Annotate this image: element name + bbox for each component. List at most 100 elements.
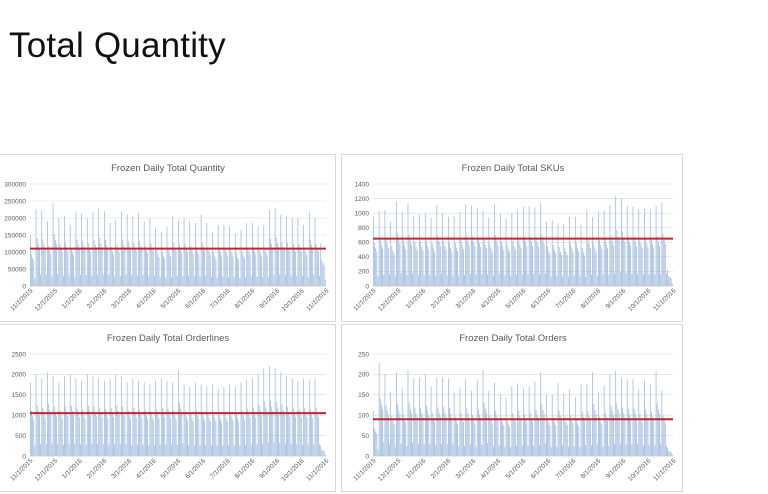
bar <box>637 444 638 456</box>
x-tick-label: 9/1/2016 <box>605 287 628 310</box>
bar <box>583 416 584 456</box>
bar <box>158 418 160 456</box>
bar <box>187 420 188 456</box>
bar <box>74 443 76 456</box>
bar <box>531 417 532 456</box>
bar <box>454 416 456 456</box>
bar <box>519 416 521 456</box>
bar <box>188 445 189 456</box>
bar <box>578 426 580 456</box>
bar <box>659 413 660 456</box>
bar <box>466 408 468 456</box>
y-tick-label: 250 <box>358 351 369 358</box>
bar <box>411 413 412 456</box>
bar <box>61 252 63 286</box>
chart-svg: Frozen Daily Total Orders 0 50 100 150 200 250… <box>352 333 677 483</box>
bar <box>58 218 60 286</box>
bar <box>129 246 130 286</box>
bar <box>524 414 525 456</box>
bar <box>442 377 443 456</box>
bar <box>166 226 168 286</box>
bar <box>91 275 93 286</box>
bar <box>566 255 568 286</box>
y-tick-label: 100000 <box>4 249 26 256</box>
bar <box>263 368 265 456</box>
bar <box>207 247 209 286</box>
bar <box>209 254 211 286</box>
bar <box>167 249 169 286</box>
bar <box>592 217 593 286</box>
bar <box>668 450 670 456</box>
bar <box>265 252 267 286</box>
bar <box>464 274 465 286</box>
bar <box>146 250 147 286</box>
bar <box>270 400 271 456</box>
bar <box>278 246 279 286</box>
bar <box>409 408 411 456</box>
bar <box>588 416 590 456</box>
bar <box>445 249 447 286</box>
y-tick-label: 150000 <box>4 232 26 239</box>
bar <box>323 450 325 456</box>
bar <box>638 209 640 286</box>
bar <box>502 246 503 286</box>
bar <box>433 248 434 286</box>
bar <box>69 374 71 456</box>
bar <box>295 417 296 456</box>
bar <box>315 243 317 286</box>
bar <box>199 444 201 456</box>
bar <box>611 411 613 456</box>
bar <box>581 411 583 456</box>
x-tick-label: 3/1/2016 <box>110 287 133 310</box>
bar <box>308 380 310 456</box>
bar <box>183 218 185 286</box>
bar <box>164 417 166 456</box>
bar <box>438 241 440 286</box>
bar <box>570 243 572 286</box>
bar <box>152 252 154 286</box>
bar <box>83 414 85 456</box>
bar <box>670 451 672 456</box>
x-tick-label: 9/1/2016 <box>258 287 281 310</box>
bar <box>572 422 574 456</box>
bar <box>547 418 548 456</box>
bar <box>64 216 65 286</box>
bar <box>318 252 319 286</box>
bar <box>669 451 671 456</box>
bar <box>168 253 170 286</box>
bar <box>302 444 303 456</box>
x-tick-label: 7/1/2016 <box>555 287 578 310</box>
bar <box>598 211 599 286</box>
bar <box>258 249 260 286</box>
x-tick-label: 7/1/2016 <box>555 457 578 480</box>
bar <box>667 447 668 456</box>
bar <box>150 411 152 456</box>
bar <box>648 274 650 286</box>
bar <box>505 218 507 286</box>
bar <box>42 407 44 456</box>
bar <box>540 202 542 286</box>
bar <box>240 229 242 286</box>
bar <box>536 415 538 456</box>
bar <box>137 444 138 456</box>
bar <box>574 216 576 286</box>
bar <box>302 275 303 286</box>
bar <box>393 423 395 456</box>
bar <box>559 251 561 286</box>
bar <box>506 244 508 286</box>
y-tick-label: 200 <box>358 269 369 276</box>
bar <box>150 243 152 286</box>
bar <box>143 221 145 286</box>
bar <box>481 274 483 286</box>
bar <box>288 247 290 286</box>
bar <box>201 411 203 456</box>
y-tick-label: 0 <box>22 453 26 460</box>
bar <box>396 201 397 286</box>
bar <box>654 445 656 456</box>
bar <box>439 245 441 286</box>
bar <box>415 247 417 286</box>
chart-total-skus: Frozen Daily Total SKUs 0 200 400 600 800 1000… <box>341 154 683 322</box>
bar <box>84 249 86 286</box>
x-tick-label: 7/1/2016 <box>209 457 232 480</box>
bar <box>468 245 470 286</box>
